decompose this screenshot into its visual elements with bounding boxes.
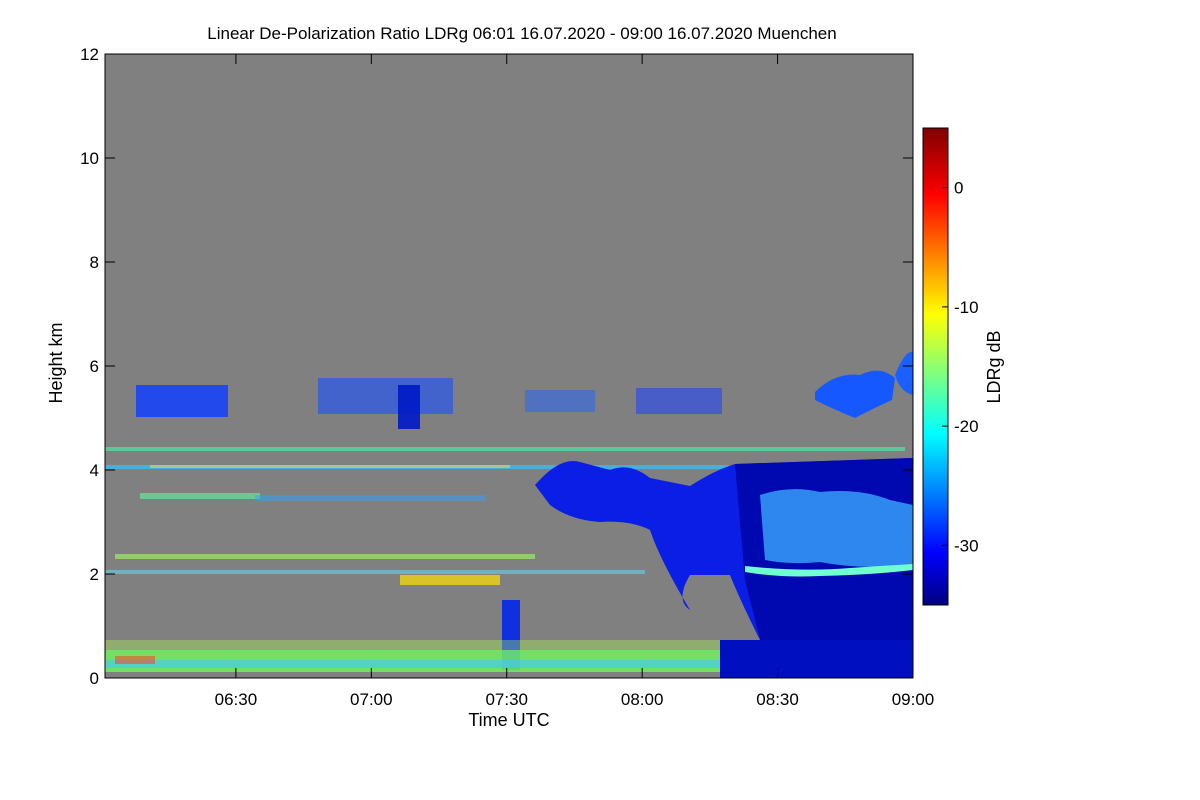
x-tick-label: 08:00 [621,690,664,709]
y-tick-label: 8 [90,253,99,272]
thin-layers [105,447,905,585]
y-tick-label: 10 [80,149,99,168]
x-tick-label: 07:30 [485,690,528,709]
main-cloud-mass [502,458,913,678]
colorbar-tick-label: -30 [954,536,979,555]
y-tick-label: 0 [90,669,99,688]
colorbar-gradient [923,128,948,605]
y-tick-label: 4 [90,461,99,480]
plot-area [104,53,914,679]
y-axis: 0 2 4 6 8 10 12 [80,45,913,688]
x-axis-label: Time UTC [468,710,549,730]
x-tick-label: 09:00 [892,690,935,709]
x-tick-label: 07:00 [350,690,393,709]
y-tick-label: 12 [80,45,99,64]
colorbar-tick-label: -20 [954,417,979,436]
x-tick-label: 08:30 [756,690,799,709]
y-tick-label: 6 [90,357,99,376]
y-axis-label: Height km [46,322,66,403]
boundary-layer [105,640,913,678]
colorbar-tick-label: -10 [954,298,979,317]
y-tick-label: 2 [90,565,99,584]
x-tick-label: 06:30 [215,690,258,709]
colorbar-ticks: 0 -10 -20 -30 [942,179,979,555]
x-axis: 06:30 07:00 07:30 08:00 08:30 09:00 [215,54,935,709]
colorbar-frame [922,127,949,606]
colorbar: 0 -10 -20 -30 LDRg dB [922,127,1004,606]
colorbar-tick-label: 0 [954,179,963,198]
colorbar-label: LDRg dB [984,330,1004,403]
ldr-heatmap [105,351,913,678]
chart-title: Linear De-Polarization Ratio LDRg 06:01 … [207,24,836,43]
high-cloud-streaks [136,351,913,429]
